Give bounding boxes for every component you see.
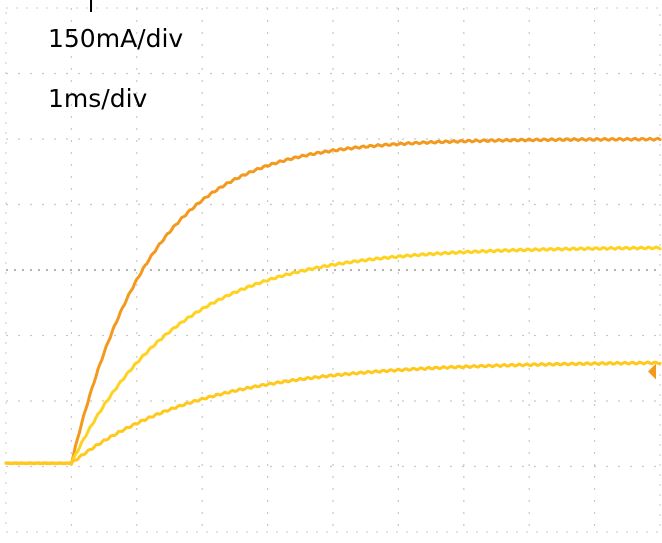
trace-line-1 xyxy=(4,136,662,466)
trace-line-3 xyxy=(4,360,662,466)
trace-line-2 xyxy=(4,245,662,466)
markers xyxy=(648,363,656,380)
channel-marker xyxy=(648,363,656,380)
current-scale-label: 150mA/div xyxy=(48,24,184,53)
time-scale-label: 1ms/div xyxy=(48,84,148,113)
traces xyxy=(4,136,662,466)
grid xyxy=(5,0,661,533)
